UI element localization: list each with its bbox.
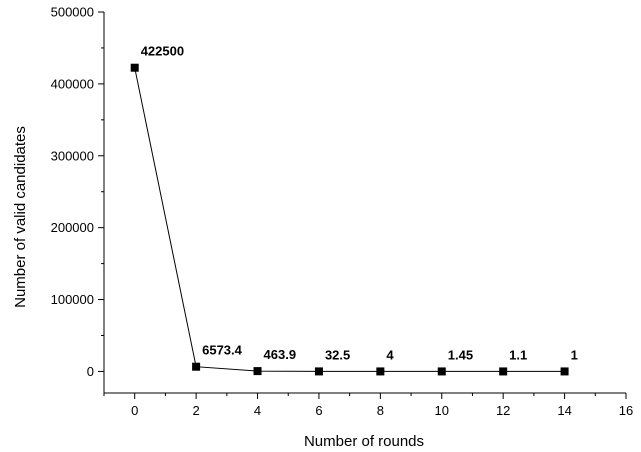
x-tick-label: 0 — [131, 403, 138, 418]
series-line — [134, 67, 565, 372]
x-tick-label: 16 — [619, 403, 633, 418]
data-point — [253, 367, 262, 376]
data-labels: 422500 6573.4 463.9 32.5 4 1.45 1.1 1 — [141, 44, 578, 363]
y-tick-label: 400000 — [51, 76, 94, 91]
data-label: 463.9 — [264, 347, 297, 362]
data-label: 1 — [571, 347, 578, 362]
data-point — [130, 63, 139, 72]
data-point — [314, 367, 323, 376]
x-tick-label: 8 — [377, 403, 384, 418]
data-point — [376, 367, 385, 376]
data-point — [192, 362, 201, 371]
data-label: 422500 — [141, 44, 184, 59]
data-point — [437, 367, 446, 376]
data-label: 32.5 — [325, 347, 350, 362]
data-label: 6573.4 — [202, 343, 243, 358]
data-label: 1.45 — [448, 347, 473, 362]
y-axis-title: Number of valid candidates — [12, 126, 29, 308]
x-axis-title: Number of rounds — [304, 433, 424, 450]
axes: 0 2 4 6 8 10 12 14 16010000020000030000040000050… — [51, 5, 634, 419]
x-tick-label: 10 — [435, 403, 449, 418]
x-tick-label: 2 — [193, 403, 200, 418]
x-tick-label: 12 — [496, 403, 510, 418]
data-label: 4 — [386, 347, 394, 362]
data-point — [560, 367, 569, 376]
x-tick-label: 6 — [315, 403, 322, 418]
y-tick-label: 300000 — [51, 148, 94, 163]
y-tick-label: 200000 — [51, 220, 94, 235]
x-tick-label: 14 — [557, 403, 571, 418]
y-tick-label: 100000 — [51, 292, 94, 307]
x-tick-label: 4 — [254, 403, 261, 418]
data-label: 1.1 — [509, 347, 527, 362]
y-tick-label: 500000 — [51, 5, 94, 20]
y-tick-label: 0 — [87, 364, 94, 379]
data-point — [499, 367, 508, 376]
series-layer — [130, 63, 569, 376]
